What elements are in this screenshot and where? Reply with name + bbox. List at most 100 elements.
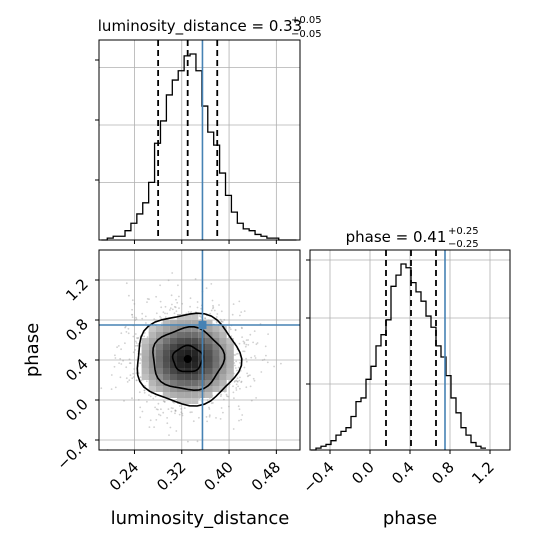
ytick-label-phase: 0.8: [62, 315, 92, 345]
scatter-point: [240, 326, 243, 329]
density-cell: [155, 338, 163, 344]
scatter-point: [172, 407, 174, 410]
scatter-point: [220, 407, 223, 409]
scatter-point: [132, 376, 135, 378]
scatter-point: [100, 387, 103, 390]
scatter-point: [141, 317, 144, 320]
density-cell: [212, 338, 220, 344]
scatter-point: [174, 412, 176, 415]
density-cell: [162, 344, 170, 350]
scatter-point: [210, 309, 213, 312]
scatter-point: [160, 306, 163, 309]
density-cell: [177, 398, 185, 404]
scatter-point: [247, 339, 250, 341]
title-ld-minus: −0.05: [291, 29, 322, 40]
scatter-point: [131, 314, 134, 316]
density-cell: [162, 392, 170, 398]
scatter-point: [236, 380, 239, 383]
ytick-label-phase: 0.0: [62, 395, 92, 425]
scatter-point: [119, 357, 122, 360]
scatter-point: [241, 414, 244, 416]
density-cell: [155, 386, 163, 392]
scatter-point: [124, 326, 126, 329]
scatter-point: [162, 411, 165, 414]
scatter-point: [234, 364, 236, 367]
density-cell: [162, 368, 170, 374]
scatter-point: [162, 311, 165, 314]
scatter-point: [164, 305, 167, 308]
scatter-point: [246, 372, 249, 375]
scatter-point: [235, 353, 238, 355]
scatter-point: [132, 335, 135, 338]
density-cell: [184, 344, 192, 350]
scatter-point: [205, 416, 208, 418]
scatter-point: [237, 405, 240, 408]
scatter-point: [174, 410, 177, 412]
scatter-point: [253, 379, 256, 382]
scatter-point: [263, 358, 266, 361]
scatter-point: [253, 330, 256, 332]
scatter-point: [249, 333, 252, 336]
scatter-point: [181, 412, 184, 415]
scatter-point: [149, 395, 152, 398]
scatter-point: [132, 351, 135, 354]
scatter-point: [187, 311, 190, 313]
ylabel-phase: phase: [22, 323, 43, 377]
scatter-point: [240, 380, 243, 383]
scatter-point: [234, 354, 237, 356]
scatter-point: [135, 379, 138, 382]
scatter-point: [166, 417, 169, 419]
scatter-point: [114, 354, 116, 357]
scatter-point: [174, 306, 177, 309]
truth-marker: [198, 321, 207, 329]
scatter-point: [159, 315, 161, 318]
scatter-point: [240, 311, 243, 313]
density-cell: [184, 326, 192, 332]
scatter-point: [160, 408, 162, 411]
scatter-point: [159, 300, 162, 303]
scatter-point: [153, 318, 156, 320]
scatter-point: [189, 305, 192, 308]
density-cell: [155, 356, 163, 362]
scatter-point: [242, 340, 245, 343]
density-cell: [205, 374, 213, 380]
xtick-label-phase: 0.4: [388, 458, 418, 488]
scatter-point: [233, 397, 235, 399]
scatter-point: [192, 420, 195, 423]
density-cell: [169, 380, 177, 386]
density-cell: [212, 332, 220, 338]
scatter-point: [211, 299, 214, 302]
density-cell: [212, 374, 220, 380]
xtick-label-ld: 0.24: [106, 458, 142, 494]
scatter-point: [134, 340, 137, 343]
scatter-point: [235, 389, 238, 391]
scatter-point: [176, 301, 179, 304]
panel-frame: [98, 249, 301, 451]
scatter-point: [131, 308, 134, 311]
scatter-point: [128, 362, 131, 364]
scatter-point: [141, 410, 144, 413]
scatter-point: [129, 374, 132, 376]
scatter-point: [110, 374, 113, 376]
density-cell: [155, 362, 163, 368]
density-cell: [177, 362, 185, 368]
scatter-point: [235, 383, 238, 386]
scatter-point: [199, 315, 202, 318]
density-cell: [162, 356, 170, 362]
density-cell: [219, 368, 227, 374]
scatter-point: [174, 409, 177, 412]
density-cell: [219, 344, 227, 350]
scatter-point: [136, 337, 138, 339]
scatter-point: [239, 314, 241, 317]
scatter-point: [131, 316, 134, 318]
scatter-point: [135, 342, 138, 344]
scatter-point: [143, 389, 146, 392]
density-cell: [219, 356, 227, 362]
density-cell: [148, 362, 156, 368]
scatter-point: [148, 426, 151, 428]
scatter-point: [234, 328, 237, 331]
ld-histogram-step: [101, 53, 297, 241]
scatter-point: [137, 337, 140, 339]
scatter-point: [198, 315, 201, 317]
scatter-point: [273, 365, 275, 368]
